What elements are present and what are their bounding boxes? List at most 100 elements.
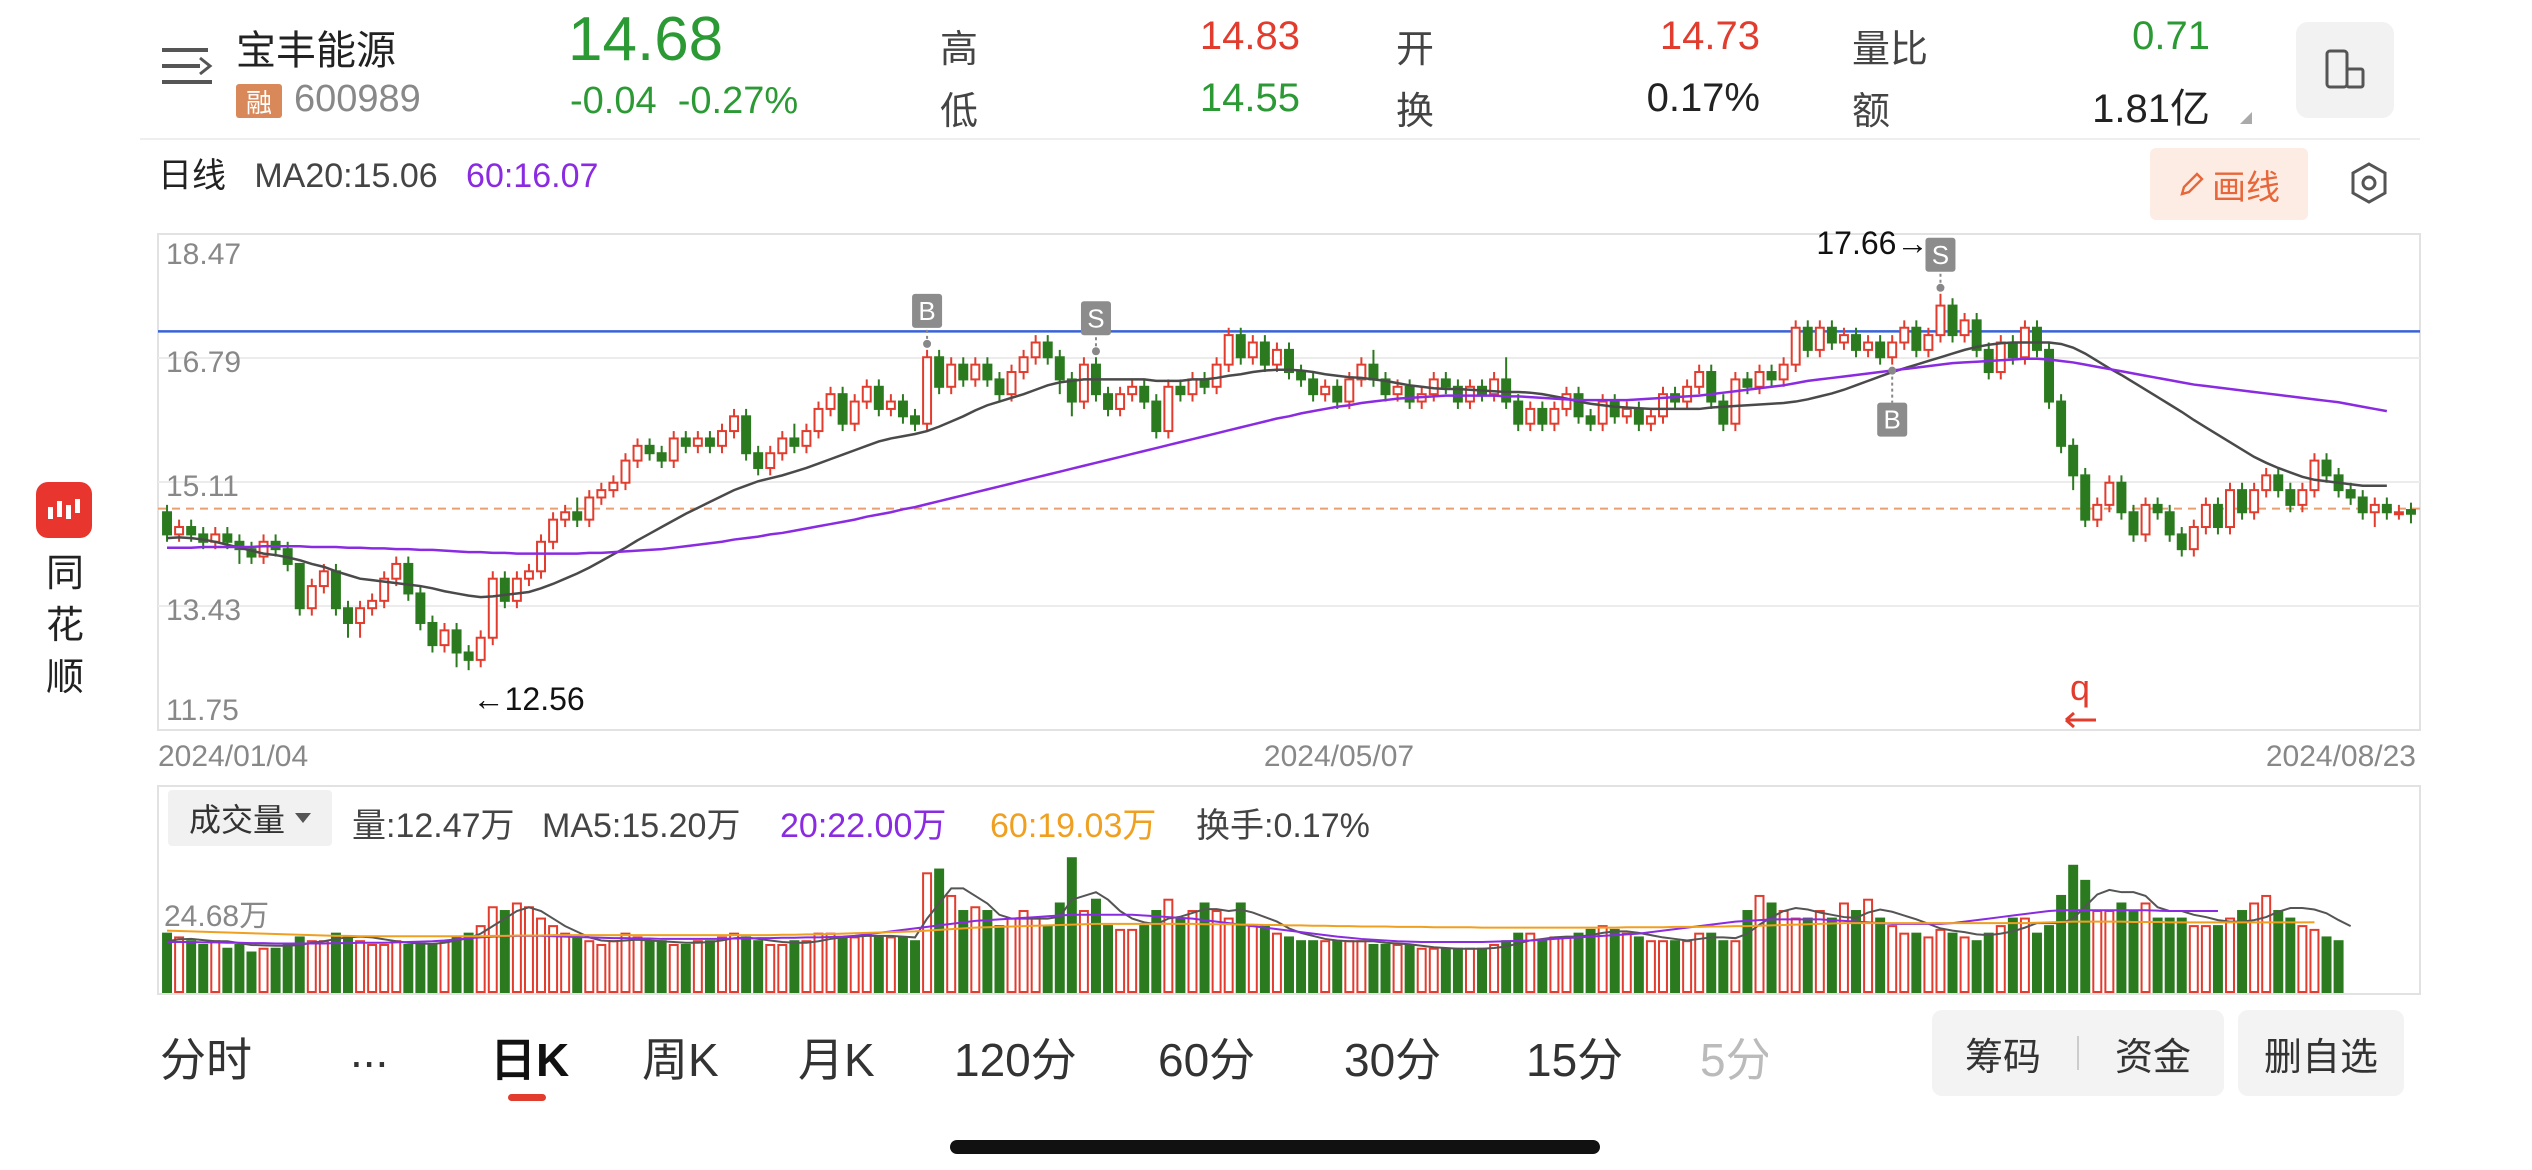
volume-bar bbox=[2152, 917, 2163, 993]
candle-body bbox=[427, 621, 438, 647]
volume-y-tick: 24.68万 bbox=[164, 900, 269, 933]
volume-bar bbox=[1030, 917, 1041, 993]
signal-badge bbox=[1925, 237, 1956, 272]
tab-daily-k[interactable]: 日K bbox=[490, 1034, 570, 1086]
phone-rotate-icon bbox=[2325, 49, 2365, 89]
volume-bar bbox=[1018, 910, 1029, 993]
volume-bar bbox=[1187, 910, 1198, 993]
volume-bar bbox=[837, 936, 848, 994]
volume-bar bbox=[1718, 940, 1729, 994]
volume-bar bbox=[2176, 917, 2187, 993]
volume-bar bbox=[2285, 917, 2296, 993]
indicator-select[interactable]: 成交量 bbox=[168, 790, 332, 846]
corner-expand-icon[interactable] bbox=[2240, 112, 2252, 124]
volume-bar bbox=[765, 943, 776, 994]
volume-bar bbox=[2188, 925, 2199, 993]
volume-bar bbox=[246, 951, 257, 993]
chips-button[interactable]: 筹码 bbox=[1964, 1036, 2041, 1079]
candle-body bbox=[1284, 348, 1294, 374]
volume-bar bbox=[1573, 932, 1584, 994]
volume-bar bbox=[1694, 932, 1705, 994]
landscape-toggle-button[interactable] bbox=[2296, 22, 2394, 118]
tab-weekly-k[interactable]: 周K bbox=[642, 1034, 719, 1086]
volume-bar bbox=[741, 936, 752, 994]
volume-bar bbox=[897, 936, 908, 994]
volume-ma20: 20:22.00万 bbox=[780, 807, 947, 845]
candle-body bbox=[765, 452, 776, 469]
candle-body bbox=[1513, 400, 1524, 425]
candle-body bbox=[1320, 385, 1331, 396]
tab-intraday[interactable]: 分时 bbox=[160, 1034, 252, 1086]
candle-body bbox=[729, 415, 740, 433]
tab-120min[interactable]: 120分 bbox=[954, 1034, 1077, 1086]
candle-body bbox=[656, 452, 667, 462]
tab-more[interactable]: ... bbox=[350, 1025, 389, 1077]
volume-bar bbox=[1814, 910, 1825, 993]
volume-bar bbox=[1561, 936, 1572, 994]
price-change: -0.04 -0.27% bbox=[570, 80, 798, 123]
candle-body bbox=[1549, 407, 1560, 425]
candle-body bbox=[1211, 363, 1222, 388]
tab-monthly-k[interactable]: 月K bbox=[798, 1034, 875, 1086]
funds-button[interactable]: 资金 bbox=[2115, 1036, 2192, 1079]
tab-30min[interactable]: 30分 bbox=[1344, 1034, 1442, 1086]
signal-badge bbox=[1080, 301, 1111, 336]
settings-icon[interactable] bbox=[2346, 160, 2392, 206]
volume-bar bbox=[2309, 928, 2320, 994]
period-label: 日线 bbox=[158, 157, 226, 195]
menu-icon[interactable] bbox=[160, 44, 214, 90]
candle-body bbox=[1609, 400, 1620, 418]
candle-body bbox=[1235, 334, 1246, 359]
candle-body bbox=[1802, 326, 1813, 351]
volume-bar bbox=[379, 943, 390, 994]
y-tick-label: 11.75 bbox=[166, 694, 239, 727]
candle-body bbox=[2393, 511, 2404, 516]
candle-body bbox=[1561, 393, 1572, 410]
candle-body bbox=[1163, 385, 1174, 433]
volume-bar bbox=[1947, 932, 1958, 994]
tab-60min[interactable]: 60分 bbox=[1158, 1034, 1256, 1086]
volume-bar bbox=[2031, 932, 2042, 994]
tab-15min[interactable]: 15分 bbox=[1526, 1034, 1624, 1086]
candle-body bbox=[2285, 489, 2296, 506]
y-tick-label: 18.47 bbox=[166, 238, 241, 271]
candle-body bbox=[451, 629, 462, 654]
candle-body bbox=[1247, 341, 1258, 359]
volume-bar bbox=[1851, 910, 1861, 993]
candle-body bbox=[1259, 341, 1270, 366]
candle-body bbox=[1103, 393, 1114, 410]
candle-body bbox=[1404, 385, 1415, 403]
candle-body bbox=[1754, 371, 1765, 388]
low-price-annotation: ←12.56 bbox=[473, 681, 585, 717]
volume-chart[interactable]: 24.68万 bbox=[0, 0, 2532, 1000]
volume-bar bbox=[1199, 902, 1210, 993]
volume-bar bbox=[2140, 902, 2151, 993]
candle-body bbox=[1597, 400, 1608, 425]
candle-body bbox=[487, 577, 498, 639]
volume-bar bbox=[2297, 925, 2308, 993]
draw-line-button[interactable]: 画线 bbox=[2150, 148, 2308, 220]
volume-bar bbox=[801, 940, 812, 994]
candle-body bbox=[186, 526, 197, 536]
tab-5min[interactable]: 5分 bbox=[1700, 1034, 1768, 1086]
candle-body bbox=[1018, 356, 1029, 374]
candle-body bbox=[801, 430, 812, 447]
home-indicator bbox=[950, 1140, 1600, 1154]
candle-body bbox=[415, 592, 426, 624]
volume-bar bbox=[2044, 925, 2055, 993]
scroll-end-marker: q bbox=[2070, 667, 2090, 708]
app-logo-icon[interactable] bbox=[36, 482, 92, 538]
candle-body bbox=[2225, 489, 2235, 529]
candle-body bbox=[2140, 503, 2151, 536]
candlestick-chart[interactable]: 18.47 16.79 15.11 13.43 11.75 2024/01/04 2024/… bbox=[0, 0, 2532, 770]
candle-body bbox=[2261, 474, 2272, 492]
volume-bar bbox=[523, 906, 534, 993]
volume-bar bbox=[1658, 940, 1668, 994]
volume-bar bbox=[1790, 917, 1801, 993]
remove-watchlist-button[interactable]: 删自选 bbox=[2238, 1010, 2404, 1096]
volume-bar bbox=[1887, 925, 1898, 993]
volume-bar bbox=[1247, 925, 1258, 993]
volume-bar bbox=[584, 940, 595, 994]
volume-bar bbox=[258, 947, 269, 993]
volume-bar bbox=[1320, 940, 1331, 994]
